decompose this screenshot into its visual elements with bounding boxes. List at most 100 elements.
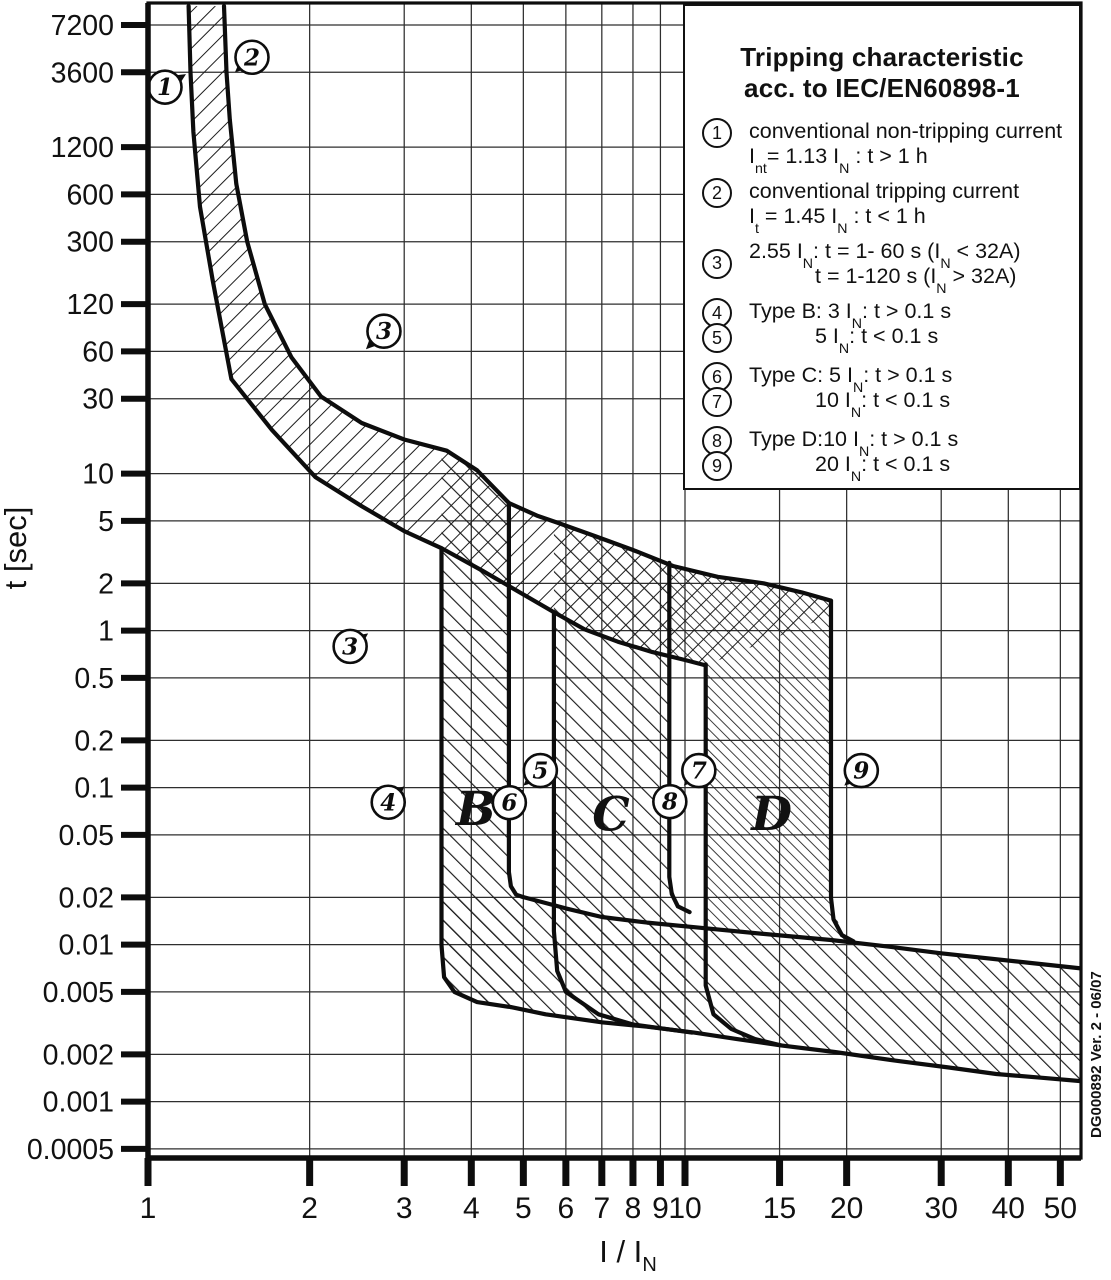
- curve-d-left: [703, 662, 784, 1048]
- y-tick-label: 120: [66, 289, 114, 321]
- y-tick-label: 5: [98, 506, 114, 538]
- legend-item-line: conventional tripping current: [749, 179, 1020, 203]
- x-tick-label: 15: [763, 1192, 796, 1225]
- x-tick-label: 50: [1044, 1192, 1077, 1225]
- y-tick-label: 0.2: [74, 725, 114, 757]
- document-id-watermark: DG000892 Ver. 2 - 06/07: [1088, 971, 1105, 1138]
- x-tick-label: 6: [558, 1192, 575, 1225]
- hatched-bands: [188, 6, 1081, 1082]
- marker-number-9: 9: [853, 758, 869, 785]
- legend-number-badge-7: 7: [702, 387, 732, 417]
- x-tick-label: 5: [515, 1192, 532, 1225]
- type-c-band: [553, 521, 690, 1029]
- legend-number-badge-2: 2: [702, 178, 732, 208]
- y-tick-label: 0.0005: [27, 1134, 114, 1166]
- marker-circle-3: [332, 628, 368, 665]
- marker-circle-8: [652, 783, 688, 820]
- y-tick-label: 2: [98, 568, 114, 600]
- marker-number-3: 3: [376, 318, 392, 345]
- curve-floor-upper: [520, 894, 1081, 971]
- legend-box: Tripping characteristic acc. to IEC/EN60…: [683, 4, 1081, 490]
- y-tick-label: 0.005: [43, 977, 114, 1009]
- legend-item-line: 5 IN: t < 0.1 s: [815, 324, 939, 358]
- marker-circle-6: [491, 784, 528, 821]
- legend-item-1: 1 conventional non-tripping current Int= 1…: [685, 118, 1079, 176]
- y-tick-label: 0.5: [74, 663, 114, 695]
- y-tick-label: 0.05: [59, 820, 114, 852]
- legend-item-line: Type C: 5 IN: t > 0.1 s: [749, 363, 953, 397]
- type-d-band: [669, 562, 854, 942]
- marker-circle-9: [843, 752, 880, 789]
- x-tick-label: 7: [593, 1192, 610, 1225]
- y-tick-label: 0.001: [43, 1087, 114, 1119]
- legend-item-text: conventional tripping current It = 1.45 I…: [749, 178, 1020, 238]
- x-tick-label: 20: [830, 1192, 863, 1225]
- curve-floor-lower: [508, 1005, 1081, 1084]
- legend-title-line2: acc. to IEC/EN60898-1: [744, 73, 1020, 103]
- x-tick-label: 2: [301, 1192, 318, 1225]
- legend-item-text: 2.55 IN: t = 1- 60 s (IN < 32A) t = 1-120…: [749, 238, 1021, 296]
- y-tick-label: 0.1: [74, 773, 114, 805]
- x-tick-label: 10: [668, 1192, 701, 1225]
- y-tick-label: 3600: [51, 57, 114, 89]
- legend-item-line: Type D:10 IN: t > 0.1 s: [749, 427, 959, 461]
- x-tick-label: 9: [652, 1192, 669, 1225]
- y-tick-label: 0.01: [59, 930, 114, 962]
- x-tick-label: 3: [396, 1192, 413, 1225]
- legend-item-line: Type B: 3 IN: t > 0.1 s: [749, 299, 952, 333]
- legend-item-line: 2.55 IN: t = 1- 60 s (IN < 32A): [749, 239, 1021, 273]
- legend-item-line: It = 1.45 IN : t < 1 h: [749, 204, 926, 238]
- x-tick-label: 1: [140, 1192, 157, 1225]
- x-tick-label: 30: [925, 1192, 958, 1225]
- legend-number-badge-9: 9: [702, 451, 732, 481]
- legend-item-numbers: 3: [685, 238, 749, 289]
- zone-label-B: B: [454, 782, 496, 837]
- y-tick-label: 60: [82, 336, 114, 368]
- legend-item-text: Type D:10 IN: t > 0.1 s 20 IN: t < 0.1 s: [749, 426, 959, 486]
- curve-b-right: [506, 500, 525, 900]
- zone-label-D: D: [749, 787, 792, 842]
- zone-labels: B C D: [454, 782, 792, 842]
- legend-item-line: 10 IN: t < 0.1 s: [815, 388, 951, 422]
- legend-item-2: 2 conventional tripping current It = 1.45 …: [685, 178, 1079, 238]
- y-tick-label: 600: [66, 179, 114, 211]
- x-axis-title: I / IN: [599, 1234, 657, 1276]
- y-tick-label: 1200: [51, 132, 114, 164]
- legend-number-badge-3: 3: [702, 248, 732, 279]
- legend-number-badge-1: 1: [702, 118, 732, 148]
- y-tick-label: 0.002: [43, 1039, 114, 1071]
- x-tick-label: 8: [625, 1192, 642, 1225]
- marker-number-7: 7: [691, 758, 707, 785]
- legend-item-8-9: 8 9 Type D:10 IN: t > 0.1 s 20 IN: t < 0.1 …: [685, 426, 1079, 486]
- marker-number-2: 2: [243, 44, 260, 71]
- x-tick-label: 4: [463, 1192, 480, 1225]
- marker-number-8: 8: [661, 789, 678, 816]
- legend-number-badge-5: 5: [702, 323, 732, 353]
- boundary-curves: [186, 3, 1081, 1084]
- curve-c-right: [667, 560, 692, 915]
- legend-item-text: Type C: 5 IN: t > 0.1 s 10 IN: t < 0.1 s: [749, 362, 953, 422]
- y-tick-label: 30: [82, 384, 114, 416]
- legend-title-line1: Tripping characteristic: [740, 42, 1024, 72]
- marker-circle-7: [681, 752, 717, 789]
- marker-number-1: 1: [157, 74, 173, 101]
- type-b-band: [441, 447, 523, 1008]
- legend-item-3: 3 2.55 IN: t = 1- 60 s (IN < 32A) t = 1-12…: [685, 238, 1079, 296]
- y-axis-title: t [sec]: [0, 507, 33, 590]
- marker-circle-3: [366, 313, 402, 349]
- marker-circle-2: [234, 39, 270, 76]
- legend-item-text: conventional non-tripping current Int= 1.…: [749, 118, 1062, 176]
- marker-number-3: 3: [342, 633, 358, 660]
- marker-circle-4: [370, 784, 407, 821]
- curve-lower-thermal: [186, 3, 708, 668]
- marker-number-5: 5: [532, 758, 548, 785]
- marker-number-6: 6: [501, 790, 517, 817]
- legend-item-line: 20 IN: t < 0.1 s: [815, 452, 951, 486]
- y-tick-label: 7200: [51, 10, 114, 42]
- marker-number-4: 4: [380, 789, 396, 816]
